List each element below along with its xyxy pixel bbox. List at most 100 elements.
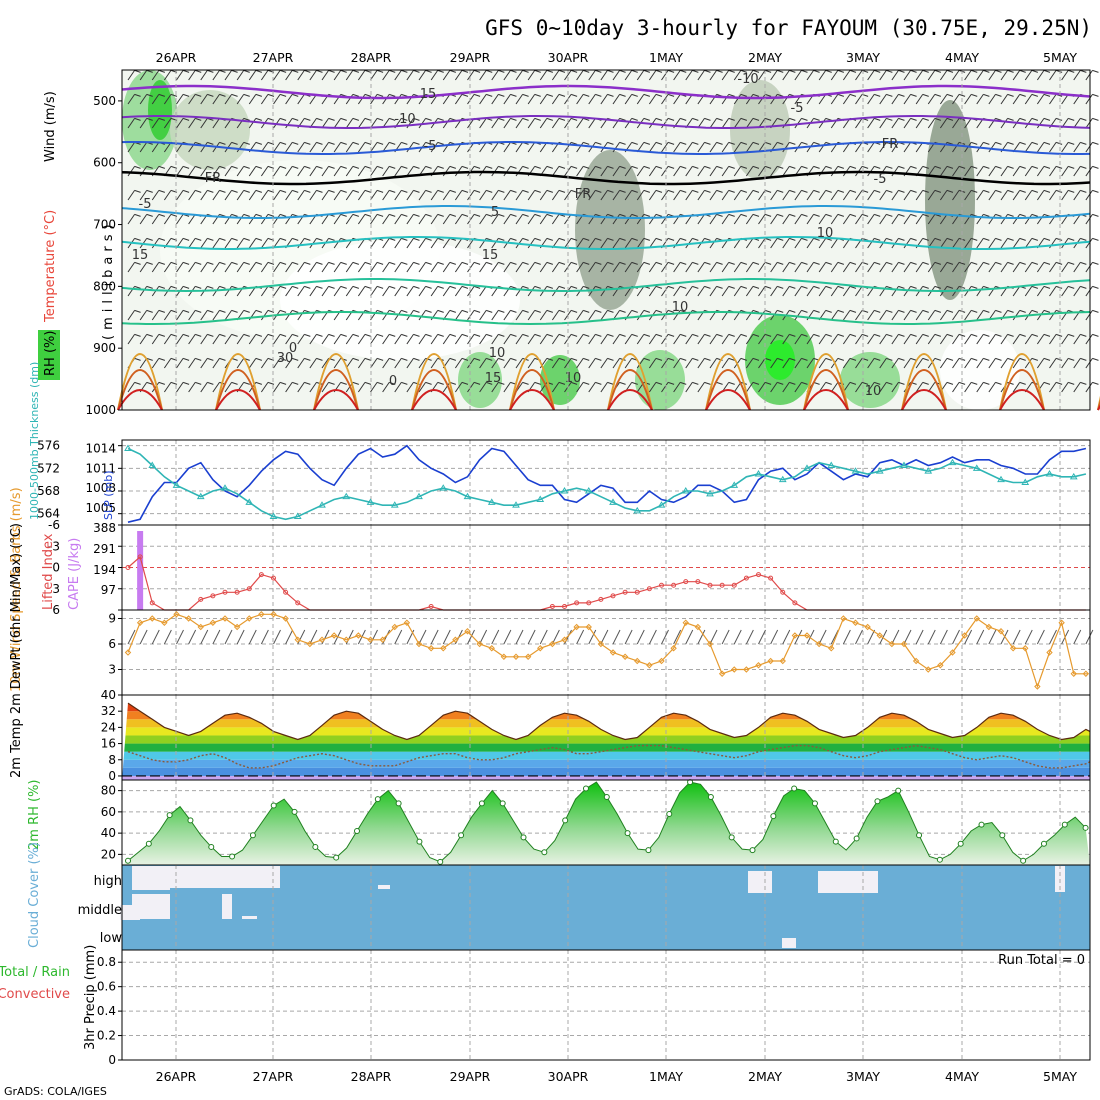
wind-barb bbox=[333, 262, 342, 273]
wind-barb bbox=[1036, 286, 1045, 297]
wind-barb-flag bbox=[1055, 165, 1063, 169]
wind-barb-flag bbox=[376, 333, 384, 337]
wind-barb bbox=[442, 262, 451, 273]
wind-barb bbox=[406, 142, 414, 153]
wind-barb-flag bbox=[789, 357, 796, 361]
y-tick-label: 60 bbox=[101, 805, 116, 819]
wind-barb-flag bbox=[292, 357, 299, 361]
wind-barb-flag bbox=[437, 333, 444, 337]
wind-barb bbox=[709, 70, 718, 81]
wind-barb bbox=[1024, 94, 1033, 105]
wind-speed-point bbox=[294, 636, 301, 643]
wind-barb bbox=[721, 118, 730, 129]
temperature-contour bbox=[121, 236, 1091, 250]
wind-barb bbox=[782, 238, 790, 249]
wind-barb-flag bbox=[595, 333, 602, 337]
wind-barb-flag bbox=[631, 165, 638, 169]
wind-barb-flag bbox=[886, 165, 893, 169]
wind-barb bbox=[685, 334, 693, 345]
wind-barb-flag bbox=[558, 165, 566, 169]
wind-barb bbox=[163, 310, 172, 321]
wind-barb-flag bbox=[279, 261, 287, 265]
wind-barb bbox=[782, 382, 790, 393]
wind-barb bbox=[697, 142, 705, 153]
lifted-index-point bbox=[780, 589, 786, 595]
wind-barb-flag bbox=[389, 189, 396, 193]
wind-barb-flag bbox=[777, 141, 784, 145]
wind-barb bbox=[491, 118, 499, 129]
wind-barb-flag bbox=[849, 285, 857, 289]
thickness-marker bbox=[924, 467, 933, 474]
wind-barb-flag bbox=[995, 93, 1002, 97]
wind-barb bbox=[964, 118, 972, 129]
wind-speed-point bbox=[464, 628, 471, 635]
wind-barb-flag bbox=[449, 333, 457, 337]
wind-barb bbox=[964, 166, 972, 177]
wind-barb bbox=[636, 214, 645, 225]
wind-barb bbox=[806, 70, 815, 81]
wind-barb bbox=[636, 310, 645, 321]
y-tick-label-right: 1014 bbox=[85, 442, 116, 456]
wind-barb-10m bbox=[709, 629, 718, 645]
wind-barb bbox=[248, 358, 257, 369]
wind-barb-flag bbox=[680, 237, 687, 241]
wind-barb-flag bbox=[619, 237, 626, 241]
thickness-marker bbox=[1069, 472, 1078, 480]
wind-barb bbox=[370, 94, 378, 105]
wind-barb bbox=[309, 166, 317, 177]
surface-temperature-contour bbox=[999, 389, 1045, 411]
thickness-marker bbox=[681, 487, 690, 494]
wind-barb-flag bbox=[983, 165, 990, 169]
wind-barb-flag bbox=[146, 309, 153, 313]
wind-barb-10m bbox=[903, 629, 912, 645]
wind-barb bbox=[418, 214, 427, 225]
wind-barb bbox=[600, 190, 608, 201]
wind-barb-flag bbox=[401, 309, 408, 313]
wind-barb-flag bbox=[546, 189, 554, 193]
wind-barb bbox=[867, 70, 875, 81]
wind-barb-flag bbox=[1007, 333, 1014, 337]
wind-barb-flag bbox=[849, 381, 857, 385]
wind-barb bbox=[903, 142, 912, 153]
wind-barb-flag bbox=[813, 69, 820, 73]
wind-barb bbox=[673, 358, 681, 369]
thickness-marker bbox=[172, 481, 181, 488]
wind-speed-point bbox=[609, 649, 617, 656]
wind-barb bbox=[1085, 334, 1093, 345]
wind-barb bbox=[1073, 358, 1081, 369]
wind-barb-flag bbox=[801, 309, 808, 313]
wind-barb bbox=[1049, 70, 1057, 81]
wind-barb-flag bbox=[1043, 357, 1051, 361]
wind-barb bbox=[260, 166, 269, 177]
wind-barb bbox=[891, 214, 899, 225]
wind-barb-flag bbox=[813, 333, 820, 337]
wind-barb bbox=[1073, 262, 1081, 273]
wind-barb bbox=[442, 286, 451, 297]
rh-shading-area bbox=[575, 150, 645, 310]
wind-barb-flag bbox=[1007, 309, 1014, 313]
temperature-panel-label: 2m Temp 2m DewPt (6hr Min/Max) (°C) bbox=[9, 523, 24, 778]
wind-barb bbox=[939, 358, 948, 369]
lifted-index-point bbox=[646, 586, 652, 592]
wind-barb-flag bbox=[255, 69, 263, 73]
wind-barb bbox=[188, 262, 196, 273]
wind-barb-flag bbox=[522, 333, 529, 337]
wind-barb-flag bbox=[401, 141, 408, 145]
wind-barb bbox=[406, 238, 414, 249]
wind-barb-flag bbox=[570, 189, 578, 193]
wind-speed-point bbox=[658, 657, 665, 665]
wind-speed-point bbox=[124, 649, 132, 656]
wind-barb bbox=[236, 190, 245, 201]
lifted-index-point bbox=[659, 582, 664, 588]
wind-barb-flag bbox=[946, 333, 954, 337]
wind-barb bbox=[624, 166, 633, 177]
wind-barb bbox=[624, 190, 633, 201]
wind-barb-flag bbox=[764, 309, 772, 313]
contour-label: -10 bbox=[737, 72, 758, 87]
wind-speed-point bbox=[888, 640, 896, 648]
wind-barb bbox=[515, 142, 524, 153]
wind-barb-flag bbox=[704, 165, 711, 169]
wind-barb-flag bbox=[595, 237, 602, 241]
wind-barb-flag bbox=[704, 237, 711, 241]
wind-barb-flag bbox=[1092, 141, 1099, 145]
